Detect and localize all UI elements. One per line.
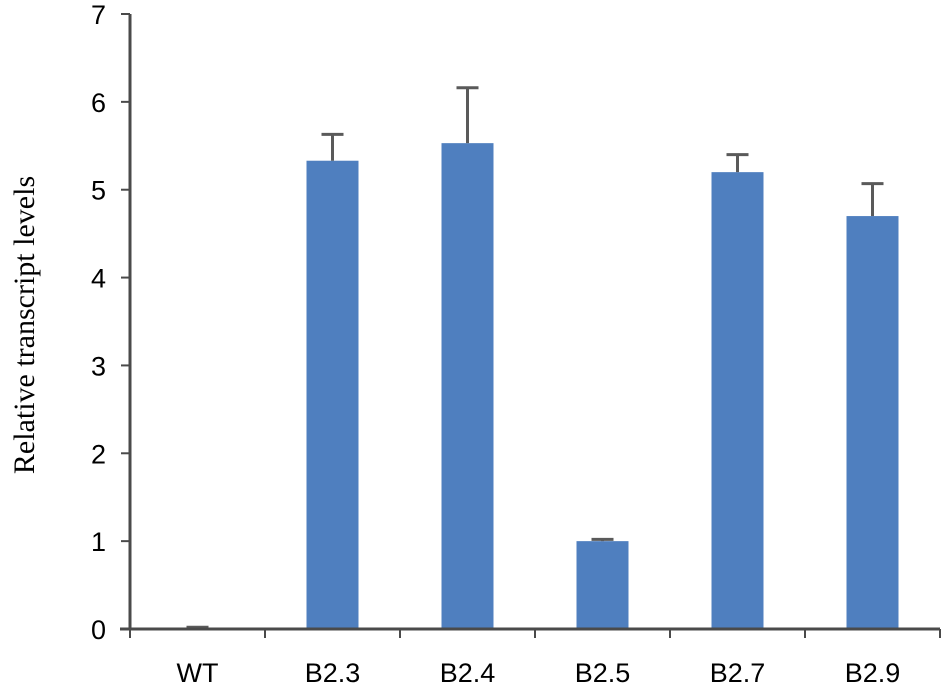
bar <box>711 172 764 629</box>
bar <box>306 160 359 629</box>
bar <box>576 541 629 629</box>
y-tick-label: 6 <box>91 88 106 118</box>
y-tick-label: 2 <box>91 439 106 469</box>
x-tick-label: B2.7 <box>710 658 766 688</box>
y-tick-label: 5 <box>91 176 106 206</box>
error-bars-group <box>186 86 884 629</box>
x-ticks-group: WT B2.3 B2.4 B2.5 B2.7 B2.9 <box>129 629 941 688</box>
y-tick-label: 7 <box>91 0 106 30</box>
y-ticks-group: 0 1 2 3 4 5 6 7 <box>91 0 130 645</box>
y-tick-label: 3 <box>91 351 106 381</box>
x-tick-label: B2.3 <box>305 658 361 688</box>
bar <box>846 216 899 630</box>
y-tick-label: 4 <box>91 264 106 294</box>
bar <box>441 143 494 629</box>
y-axis-title: Relative transcript levels <box>8 176 41 474</box>
x-tick-label: B2.5 <box>575 658 631 688</box>
y-tick-label: 1 <box>91 527 106 557</box>
x-tick-label: B2.4 <box>440 658 496 688</box>
y-tick-label: 0 <box>91 615 106 645</box>
x-tick-label: WT <box>177 658 219 688</box>
bars-group <box>171 143 899 630</box>
x-tick-label: B2.9 <box>845 658 901 688</box>
